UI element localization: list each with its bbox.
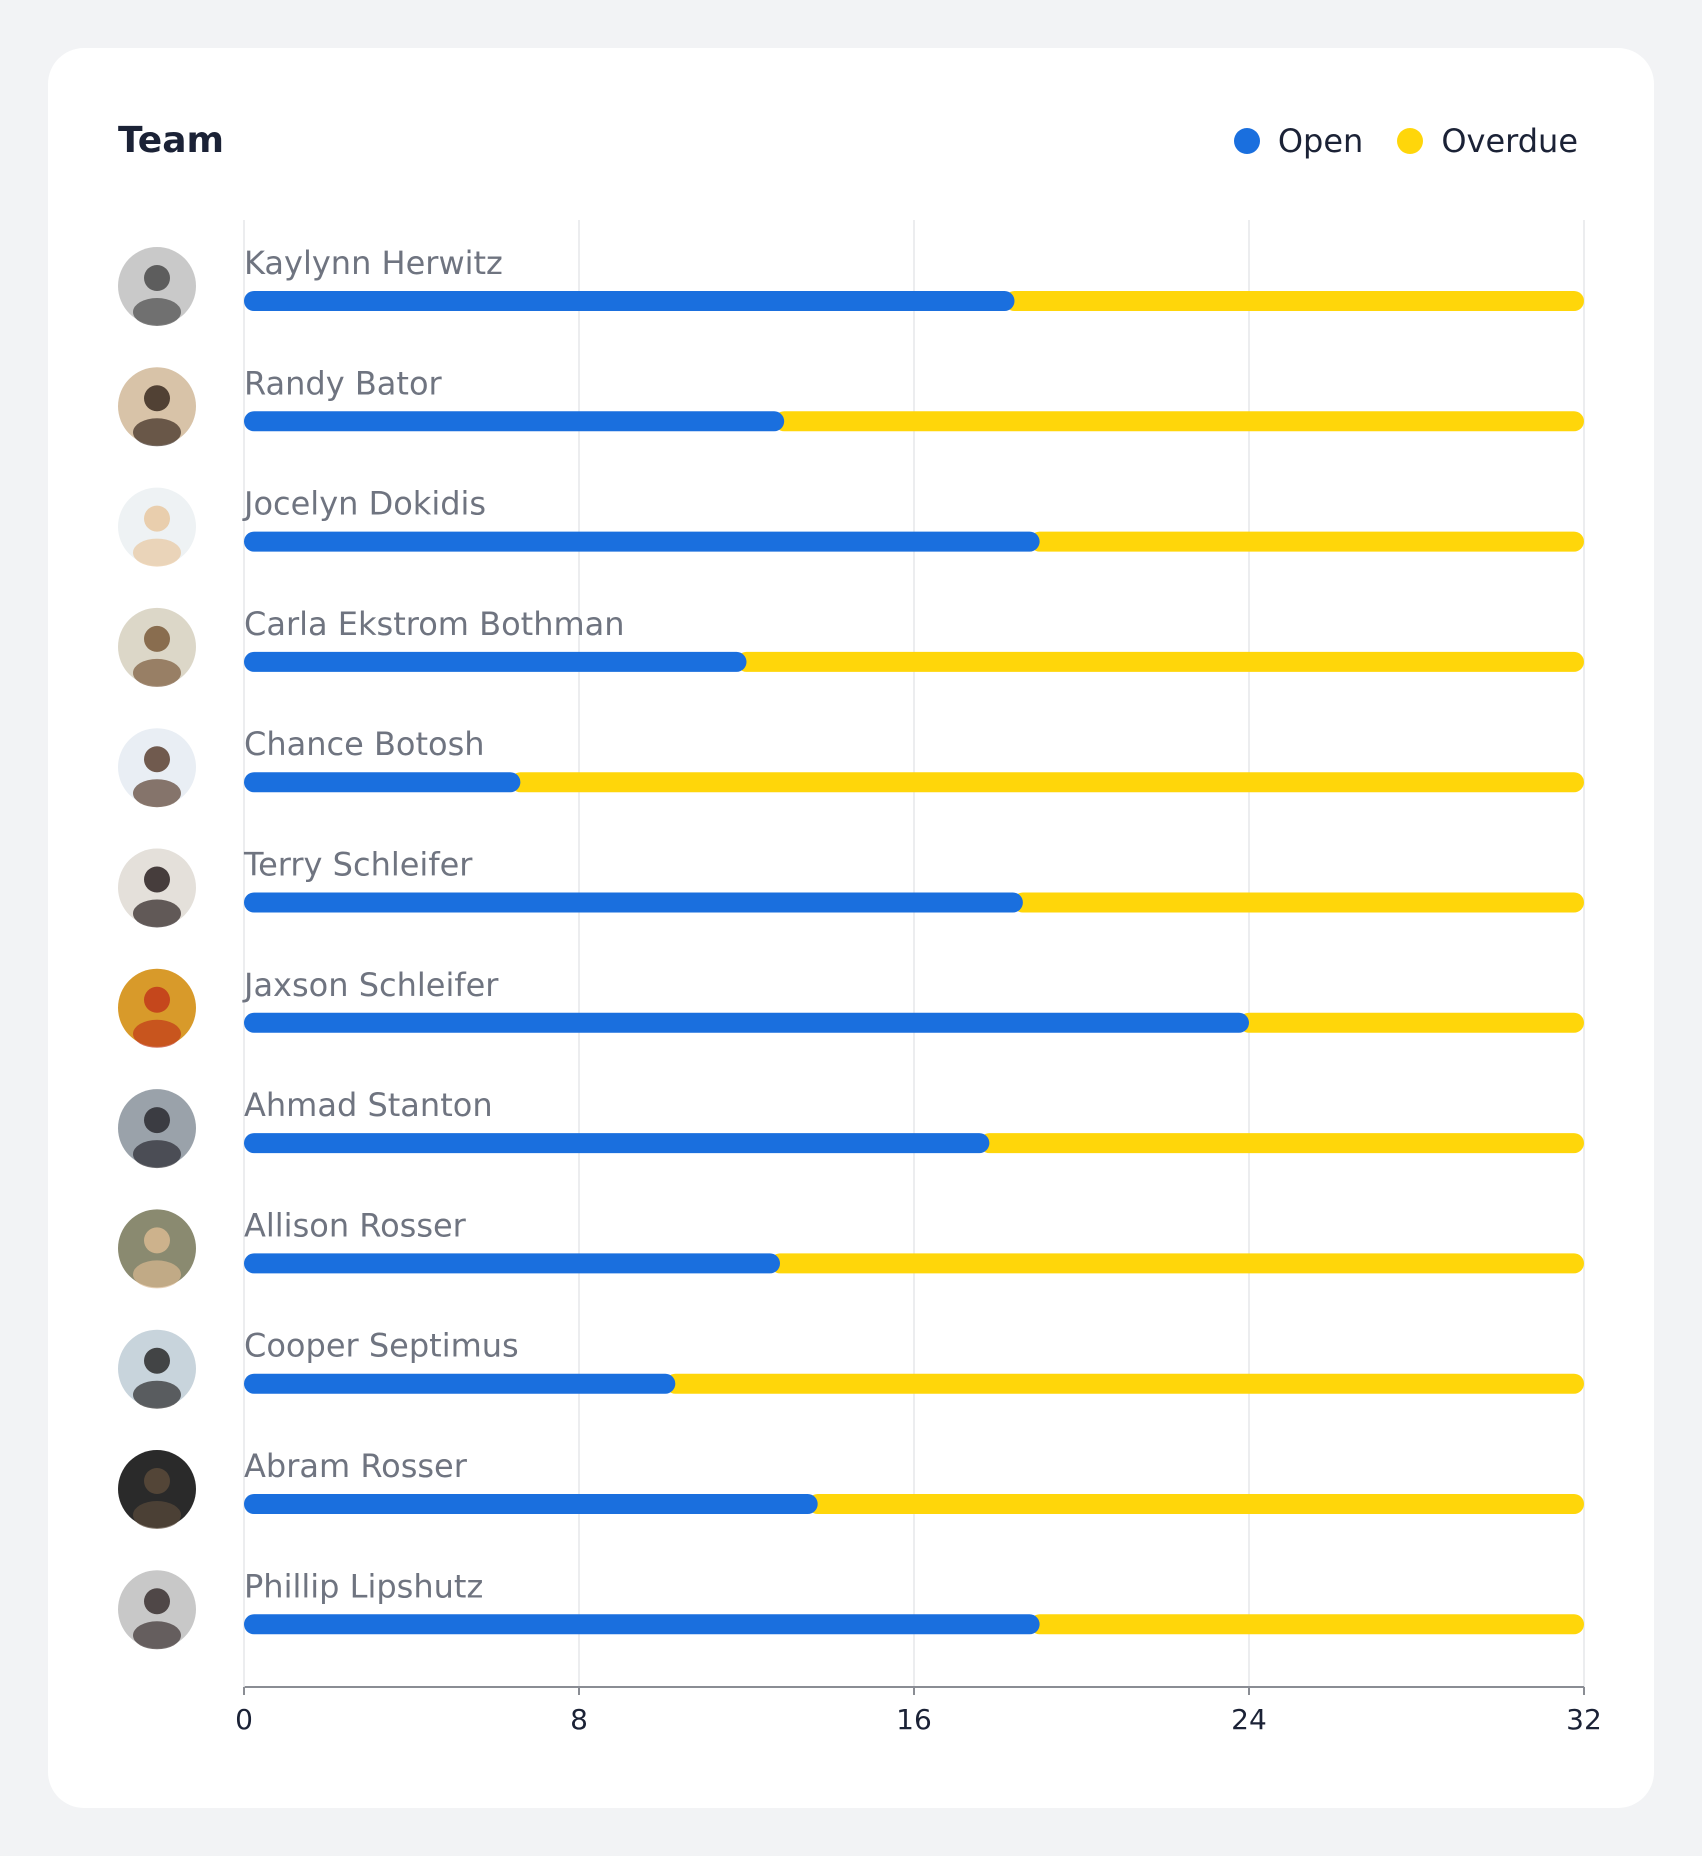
row-label-name: Cooper Septimus: [244, 1327, 519, 1365]
avatar-shoulders: [133, 538, 181, 567]
legend-label-overdue: Overdue: [1441, 122, 1578, 160]
avatar-head: [144, 1227, 170, 1254]
row-label-name: Jocelyn Dokidis: [242, 485, 486, 523]
row-label-name: Allison Rosser: [244, 1206, 467, 1244]
avatar-head: [144, 505, 170, 532]
avatar-head: [144, 265, 170, 291]
avatar-shoulders: [133, 1501, 181, 1529]
avatar-shoulders: [133, 1621, 181, 1650]
bar-open[interactable]: [244, 892, 1023, 913]
avatar-shoulders: [133, 1380, 181, 1409]
legend: Open Overdue: [1233, 122, 1578, 160]
bar-overdue[interactable]: [979, 1133, 1584, 1154]
bar-overdue[interactable]: [1029, 1614, 1584, 1635]
legend-label-open: Open: [1277, 122, 1364, 160]
overdue-legend-dot-icon: [1397, 128, 1424, 154]
bar-open[interactable]: [244, 291, 1015, 311]
bar-overdue[interactable]: [1239, 1012, 1584, 1033]
team-card: Team Open Overdue: [48, 48, 1654, 1808]
row-label-name: Ahmad Stanton: [244, 1086, 493, 1124]
avatar-shoulders: [133, 1140, 181, 1169]
avatar-head: [144, 866, 170, 893]
x-tick-label: 24: [1231, 1703, 1267, 1736]
avatar-shoulders: [133, 658, 181, 687]
bar-overdue[interactable]: [736, 651, 1585, 672]
x-tick-label: 0: [235, 1703, 253, 1736]
bar-open[interactable]: [244, 651, 747, 672]
avatar-head: [144, 625, 170, 652]
bar-overdue[interactable]: [1004, 291, 1585, 311]
bar-overdue[interactable]: [1012, 892, 1584, 913]
open-legend-dot-icon: [1233, 128, 1260, 154]
avatar-head: [144, 385, 170, 412]
avatar-head: [144, 1588, 170, 1615]
row-label-name: Randy Bator: [244, 364, 443, 402]
bar-open[interactable]: [244, 1614, 1040, 1635]
bar-open[interactable]: [244, 1253, 780, 1274]
avatar-shoulders: [133, 298, 181, 326]
chart-title: Team: [118, 120, 224, 161]
bar-open[interactable]: [244, 1012, 1249, 1033]
bar-overdue[interactable]: [510, 772, 1584, 793]
bar-open[interactable]: [244, 1133, 990, 1154]
avatar-shoulders: [133, 1260, 181, 1289]
avatar-shoulders: [133, 1019, 181, 1048]
bar-overdue[interactable]: [1029, 531, 1584, 552]
row-label-name: Carla Ekstrom Bothman: [244, 605, 625, 643]
x-tick-label: 16: [896, 1703, 932, 1736]
row-label-name: Chance Botosh: [244, 725, 485, 763]
avatar-head: [144, 986, 170, 1013]
avatar-head: [144, 1468, 170, 1494]
row-label-name: Kaylynn Herwitz: [244, 244, 503, 282]
bar-open[interactable]: [244, 1373, 676, 1394]
avatar-shoulders: [133, 899, 181, 928]
avatar-shoulders: [133, 779, 181, 808]
bar-open[interactable]: [244, 411, 785, 432]
legend-item-overdue[interactable]: Overdue: [1397, 122, 1578, 160]
x-tick-label: 32: [1566, 1703, 1602, 1736]
avatar-head: [144, 1107, 170, 1134]
legend-item-open[interactable]: Open: [1233, 122, 1364, 160]
avatar-head: [144, 1347, 170, 1374]
row-label-name: Abram Rosser: [244, 1447, 468, 1485]
x-tick-label: 8: [570, 1703, 588, 1736]
bar-overdue[interactable]: [665, 1373, 1584, 1394]
row-label-name: Jaxson Schleifer: [242, 966, 499, 1004]
row-label-name: Phillip Lipshutz: [244, 1567, 483, 1605]
avatar-shoulders: [133, 418, 181, 447]
bar-open[interactable]: [244, 772, 521, 793]
bar-overdue[interactable]: [774, 411, 1584, 432]
avatar-head: [144, 746, 170, 773]
row-label-name: Terry Schleifer: [243, 846, 473, 884]
bar-overdue[interactable]: [770, 1253, 1584, 1274]
bar-open[interactable]: [244, 531, 1040, 552]
bar-overdue[interactable]: [807, 1494, 1584, 1514]
bar-open[interactable]: [244, 1494, 818, 1514]
